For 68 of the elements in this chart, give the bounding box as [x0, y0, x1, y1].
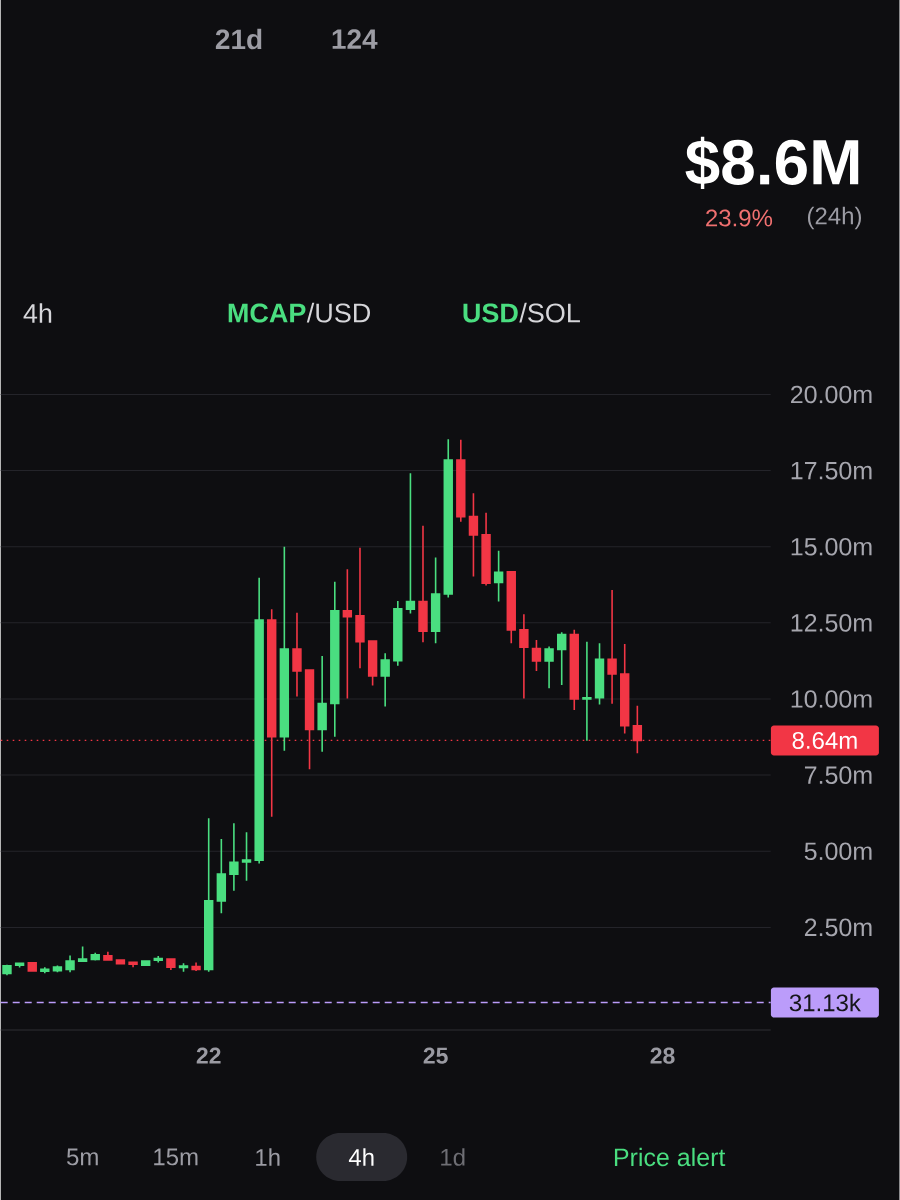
text: USD: [463, 303, 518, 323]
text: 23.9%: [706, 209, 773, 227]
y-tick-label: 20.00m: [791, 385, 872, 404]
y-tick-label: 7.50m: [805, 766, 872, 784]
candlestick: [292, 612, 302, 698]
text: 4h: [349, 1148, 374, 1166]
candlestick: [103, 950, 113, 962]
candlestick: [582, 640, 592, 742]
candlestick: [506, 570, 517, 645]
candlestick: [355, 546, 365, 670]
x-tick-label: 28: [650, 1047, 675, 1064]
y-tick-label: 5.00m: [804, 842, 872, 861]
candlestick: [204, 817, 214, 973]
text: MCAP: [228, 303, 306, 323]
text: 15m: [154, 1148, 198, 1166]
candlestick: [267, 608, 277, 818]
candlestick: [317, 655, 328, 753]
candlestick: [456, 439, 466, 523]
text: 5m: [67, 1148, 98, 1166]
y-tick-label: 15.00m: [791, 537, 872, 556]
candlestick: [90, 951, 101, 962]
candlestick: [620, 643, 630, 735]
candlestick: [569, 629, 580, 711]
y-tick-label: 17.50m: [791, 461, 872, 480]
candlestick: [594, 642, 605, 706]
text: 4h: [23, 303, 52, 323]
candlestick: [40, 966, 50, 975]
candlestick: [52, 964, 63, 973]
candlestick: [557, 631, 567, 686]
candlestick: [368, 640, 378, 687]
text: $8.6M: [685, 136, 859, 190]
candlestick: [191, 961, 201, 972]
candlestick: [330, 580, 340, 738]
candlestick: [254, 577, 265, 865]
text: /SOL: [519, 302, 581, 323]
candlestick: [544, 645, 554, 690]
candlestick: [229, 822, 239, 892]
y-tick-label: 10.00m: [791, 690, 872, 708]
candlestick: [418, 524, 428, 644]
ref-line-label: 8.64m: [792, 731, 857, 749]
candlestick: [519, 613, 529, 700]
candlestick: [216, 838, 227, 915]
x-tick-label: 25: [423, 1047, 448, 1064]
text: 124: [332, 29, 378, 49]
candlestick: [431, 556, 441, 645]
text: 1d: [441, 1148, 465, 1166]
ref-line-label: 31.13k: [789, 993, 862, 1012]
text: (24h): [808, 206, 862, 230]
candlestick: [65, 954, 75, 973]
candlestick: [380, 652, 391, 708]
candlestick: [115, 958, 126, 966]
y-tick-label: 12.50m: [791, 614, 872, 632]
candlestick: [27, 961, 38, 973]
text: 21d: [216, 28, 262, 50]
candlestick: [141, 960, 151, 967]
candlestick: [481, 511, 491, 587]
candlestick: [279, 545, 290, 752]
text: /USD: [306, 302, 371, 323]
text: 1h: [256, 1148, 280, 1166]
y-tick-label: 2.50m: [805, 918, 872, 937]
text: Price alert: [615, 1147, 726, 1167]
candlestick: [2, 964, 12, 976]
candlestick: [128, 961, 138, 969]
candlestick: [443, 438, 454, 599]
x-tick-label: 22: [196, 1047, 221, 1064]
candlestick: [393, 600, 403, 667]
candlestick: [607, 589, 617, 705]
candlestick: [166, 957, 176, 971]
